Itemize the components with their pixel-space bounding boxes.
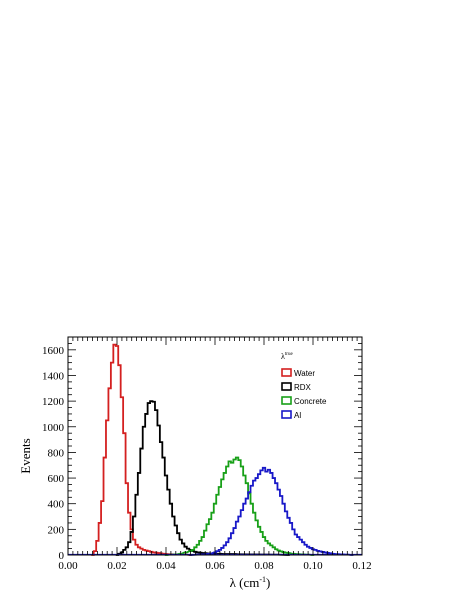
tick-labels: 0.00 0.02 0.04 0.06 0.08 0.10 0.12 0 200 400 600 80…: [42, 345, 372, 572]
legend: λtrue Water RDX Concrete Al: [281, 352, 327, 420]
x-tick-label: 0.10: [303, 560, 323, 572]
legend-items: Water RDX Concrete Al: [281, 368, 327, 420]
y-tick-label: 400: [48, 499, 65, 511]
legend-header: λtrue: [281, 352, 293, 361]
legend-swatch-water: [281, 368, 292, 377]
y-axis-title: Events: [18, 438, 33, 473]
legend-header-symbol: λ: [281, 352, 285, 361]
x-tick-label: 0.06: [205, 560, 225, 572]
series-water: [91, 343, 192, 556]
series-al: [189, 466, 354, 556]
x-tick-label: 0.12: [352, 560, 371, 572]
series-concrete: [164, 456, 315, 556]
plot-frame: [67, 336, 363, 556]
y-tick-label: 1200: [42, 396, 65, 408]
y-tick-label: 600: [48, 473, 65, 485]
ticks-layer: [67, 336, 363, 556]
series-layer: [68, 343, 362, 556]
legend-label-concrete: Concrete: [294, 397, 327, 406]
y-tick-label: 200: [48, 524, 65, 536]
legend-label-water: Water: [294, 369, 315, 378]
legend-label-al: Al: [294, 411, 301, 420]
y-tick-label: 0: [59, 550, 65, 562]
y-tick-label: 800: [48, 447, 65, 459]
x-axis-title-main: λ (cm: [230, 575, 260, 590]
legend-header-sup: true: [285, 352, 294, 357]
legend-swatch-al: [281, 410, 292, 419]
x-axis-title-sup: -1: [259, 575, 266, 584]
x-tick-label: 0.02: [107, 560, 126, 572]
x-tick-label: 0.08: [254, 560, 274, 572]
series-rdx: [115, 400, 290, 556]
x-axis-title: λ (cm-1): [230, 575, 271, 590]
legend-swatch-rdx: [281, 382, 292, 391]
y-tick-label: 1600: [42, 345, 65, 357]
x-tick-label: 0.04: [156, 560, 176, 572]
y-tick-label: 1000: [42, 422, 65, 434]
y-tick-label: 1400: [42, 370, 65, 382]
x-axis-title-close: ): [266, 575, 270, 590]
legend-label-rdx: RDX: [294, 383, 312, 392]
legend-swatch-concrete: [281, 396, 292, 405]
x-tick-label: 0.00: [58, 560, 78, 572]
